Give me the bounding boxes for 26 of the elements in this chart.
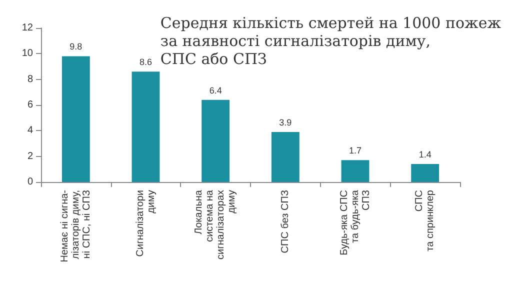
y-tick-label: 10 [22,48,34,60]
bar [202,100,230,182]
data-label: 8.6 [139,57,152,68]
y-tick-label: 12 [22,22,34,34]
y-tick-label: 8 [27,74,34,85]
y-tick-label: 6 [27,100,34,110]
bar [132,72,160,182]
bar [62,56,90,182]
y-tick-label: 4 [27,125,34,136]
x-tick-label: Немає ні сигна- лізаторів диму, ні СПС, ні СПЗ [59,190,92,262]
data-label: 1.7 [348,146,362,156]
data-label: 9.8 [70,42,82,52]
data-label: 6.4 [209,85,222,96]
y-tick-label: 2 [27,150,34,162]
x-tick-label: Будь-яка СПС та будь-яка СПЗ [338,190,372,256]
x-tick-label: Сигналізатори диму [134,190,157,257]
x-tick-label: СПС та спринклер [414,190,436,252]
bar [271,132,300,182]
x-tick-label: СПС без СПЗ [280,190,291,254]
bar [411,164,440,182]
chart-title: Середня кількість смертей на 1000 пожеж за наявності сигналізаторів диму, СПС або СПЗ [160,14,502,68]
bar [341,160,370,182]
data-label: 1.4 [418,150,432,160]
x-tick-label: Локальна система на сигналізаторах диму [194,190,238,260]
y-tick-label: 0 [27,176,34,188]
data-label: 3.9 [279,117,292,128]
